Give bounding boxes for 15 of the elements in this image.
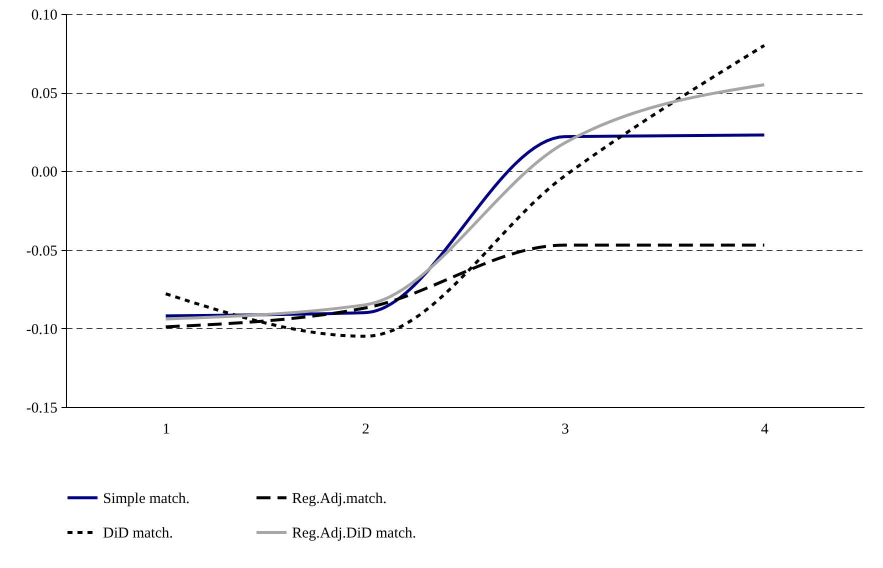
legend-label: Simple match. [103, 490, 190, 507]
legend-label: Reg.Adj.DiD match. [292, 526, 416, 542]
y-tick-label: -0.15 [26, 400, 58, 416]
x-tick-label: 3 [562, 422, 569, 438]
y-tick-label: 0.00 [31, 164, 58, 181]
legend-label: DiD match. [103, 526, 173, 542]
y-tick-label: 0.10 [31, 8, 58, 24]
legend-label: Reg.Adj.match. [292, 490, 387, 507]
y-tick-label: 0.05 [31, 86, 58, 102]
x-tick-label: 1 [162, 422, 170, 438]
y-tick-label: -0.05 [26, 243, 58, 260]
y-tick-label: -0.10 [26, 322, 58, 338]
line-series [164, 83, 766, 320]
x-tick-label: 2 [362, 422, 370, 438]
x-tick-label: 4 [761, 422, 769, 438]
